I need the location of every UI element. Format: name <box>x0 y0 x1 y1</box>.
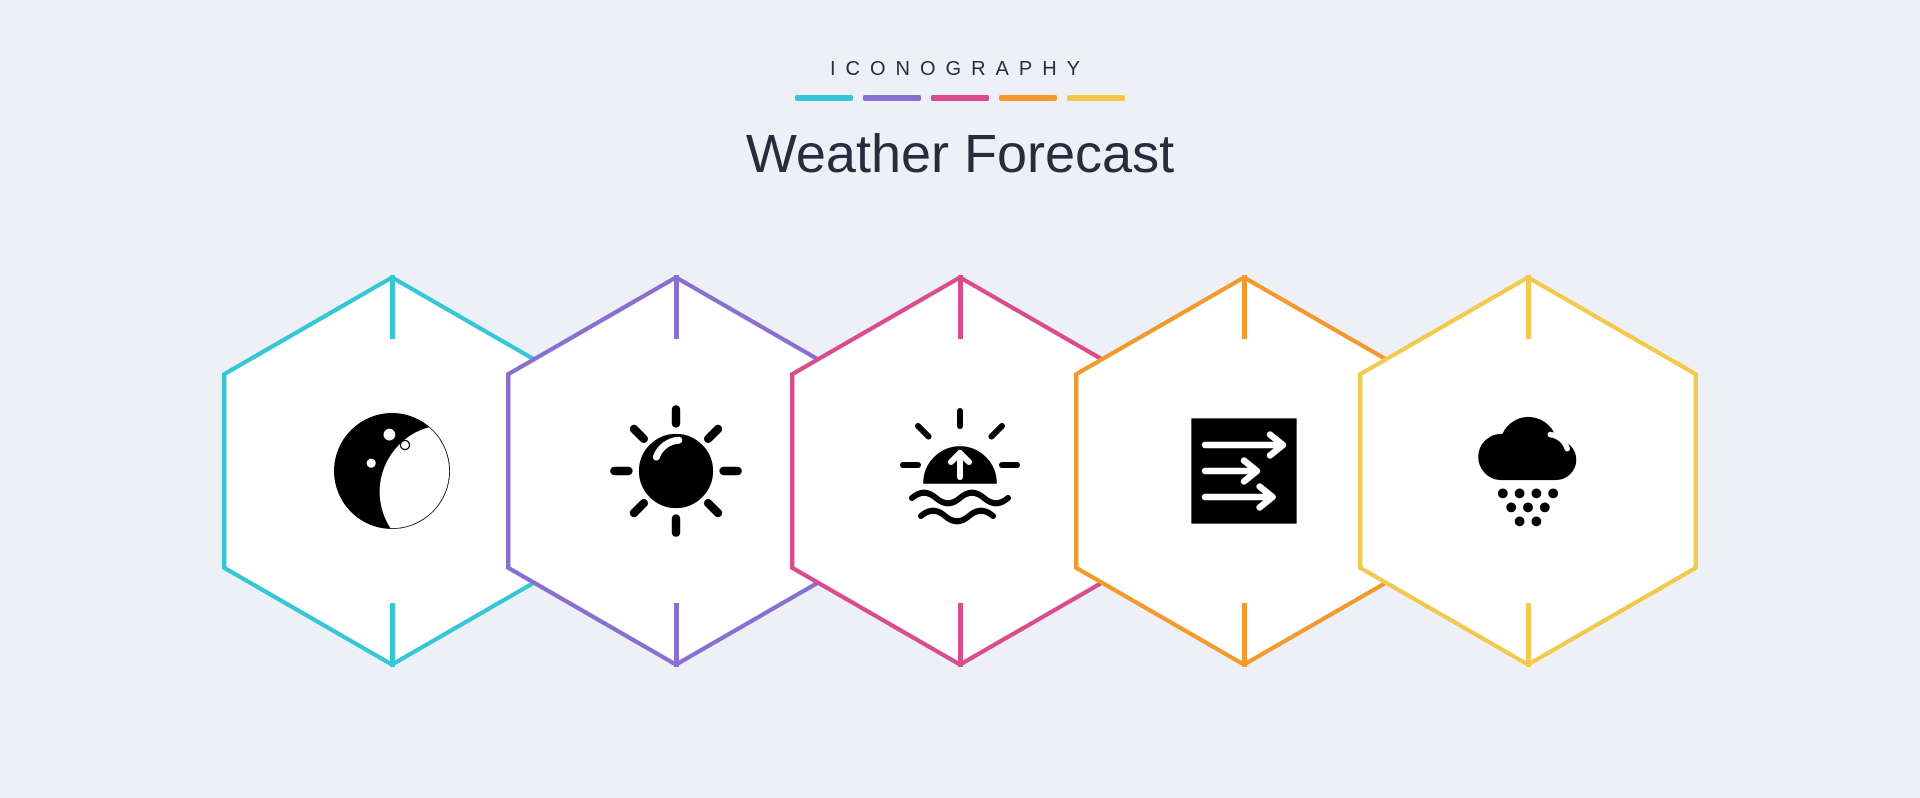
accent-bar-1 <box>795 95 853 101</box>
accent-bar-3 <box>931 95 989 101</box>
header: ICONOGRAPHY Weather Forecast <box>746 58 1174 185</box>
kicker: ICONOGRAPHY <box>746 58 1174 81</box>
sun-icon <box>601 396 751 546</box>
accent-bar-2 <box>863 95 921 101</box>
moon-icon <box>317 396 467 546</box>
page-title: Weather Forecast <box>746 123 1174 185</box>
accent-bar-5 <box>1067 95 1125 101</box>
sunrise-icon <box>885 396 1035 546</box>
hex-rain <box>1358 275 1698 667</box>
accent-bars <box>746 95 1174 101</box>
icon-row <box>250 275 1670 667</box>
rain-cloud-icon <box>1453 396 1603 546</box>
accent-bar-4 <box>999 95 1057 101</box>
wind-direction-icon <box>1169 396 1319 546</box>
